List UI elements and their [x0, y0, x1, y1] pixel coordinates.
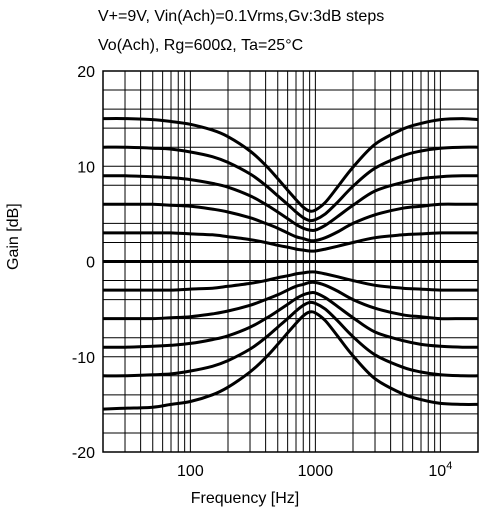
gain-curve-1 [102, 117, 479, 213]
plot-frame [102, 70, 479, 453]
gain-curve-9 [102, 290, 479, 349]
y-tick-label: -20 [72, 445, 95, 462]
x-tick-label: 104 [428, 460, 452, 480]
y-axis-label: Gain [dB] [5, 203, 22, 270]
chart-subtitle: Vo(Ach), Rg=600Ω, Ta=25°C [98, 37, 304, 54]
y-tick-label: 0 [86, 255, 95, 272]
gain-curve-2 [102, 145, 479, 223]
gain-curve-3 [102, 174, 479, 233]
gain-curve-10 [102, 300, 479, 378]
y-tick-label: -10 [72, 350, 95, 367]
gain-curve-7 [103, 270, 478, 292]
gain-curve-11 [102, 310, 479, 411]
x-tick-label: 1000 [298, 463, 334, 480]
plot-border [102, 70, 479, 453]
gain-curve-5 [103, 231, 478, 253]
y-tick-label: 10 [77, 159, 95, 176]
gain-curve-8 [103, 280, 478, 321]
x-axis-label: Frequency [Hz] [190, 490, 300, 507]
x-tick-label: 100 [177, 463, 204, 480]
curves [102, 117, 479, 411]
y-tick-label: 20 [77, 64, 95, 81]
chart-title: V+=9V, Vin(Ach)=0.1Vrms,Gv:3dB steps [98, 8, 385, 25]
gain-curve-4 [103, 202, 478, 243]
